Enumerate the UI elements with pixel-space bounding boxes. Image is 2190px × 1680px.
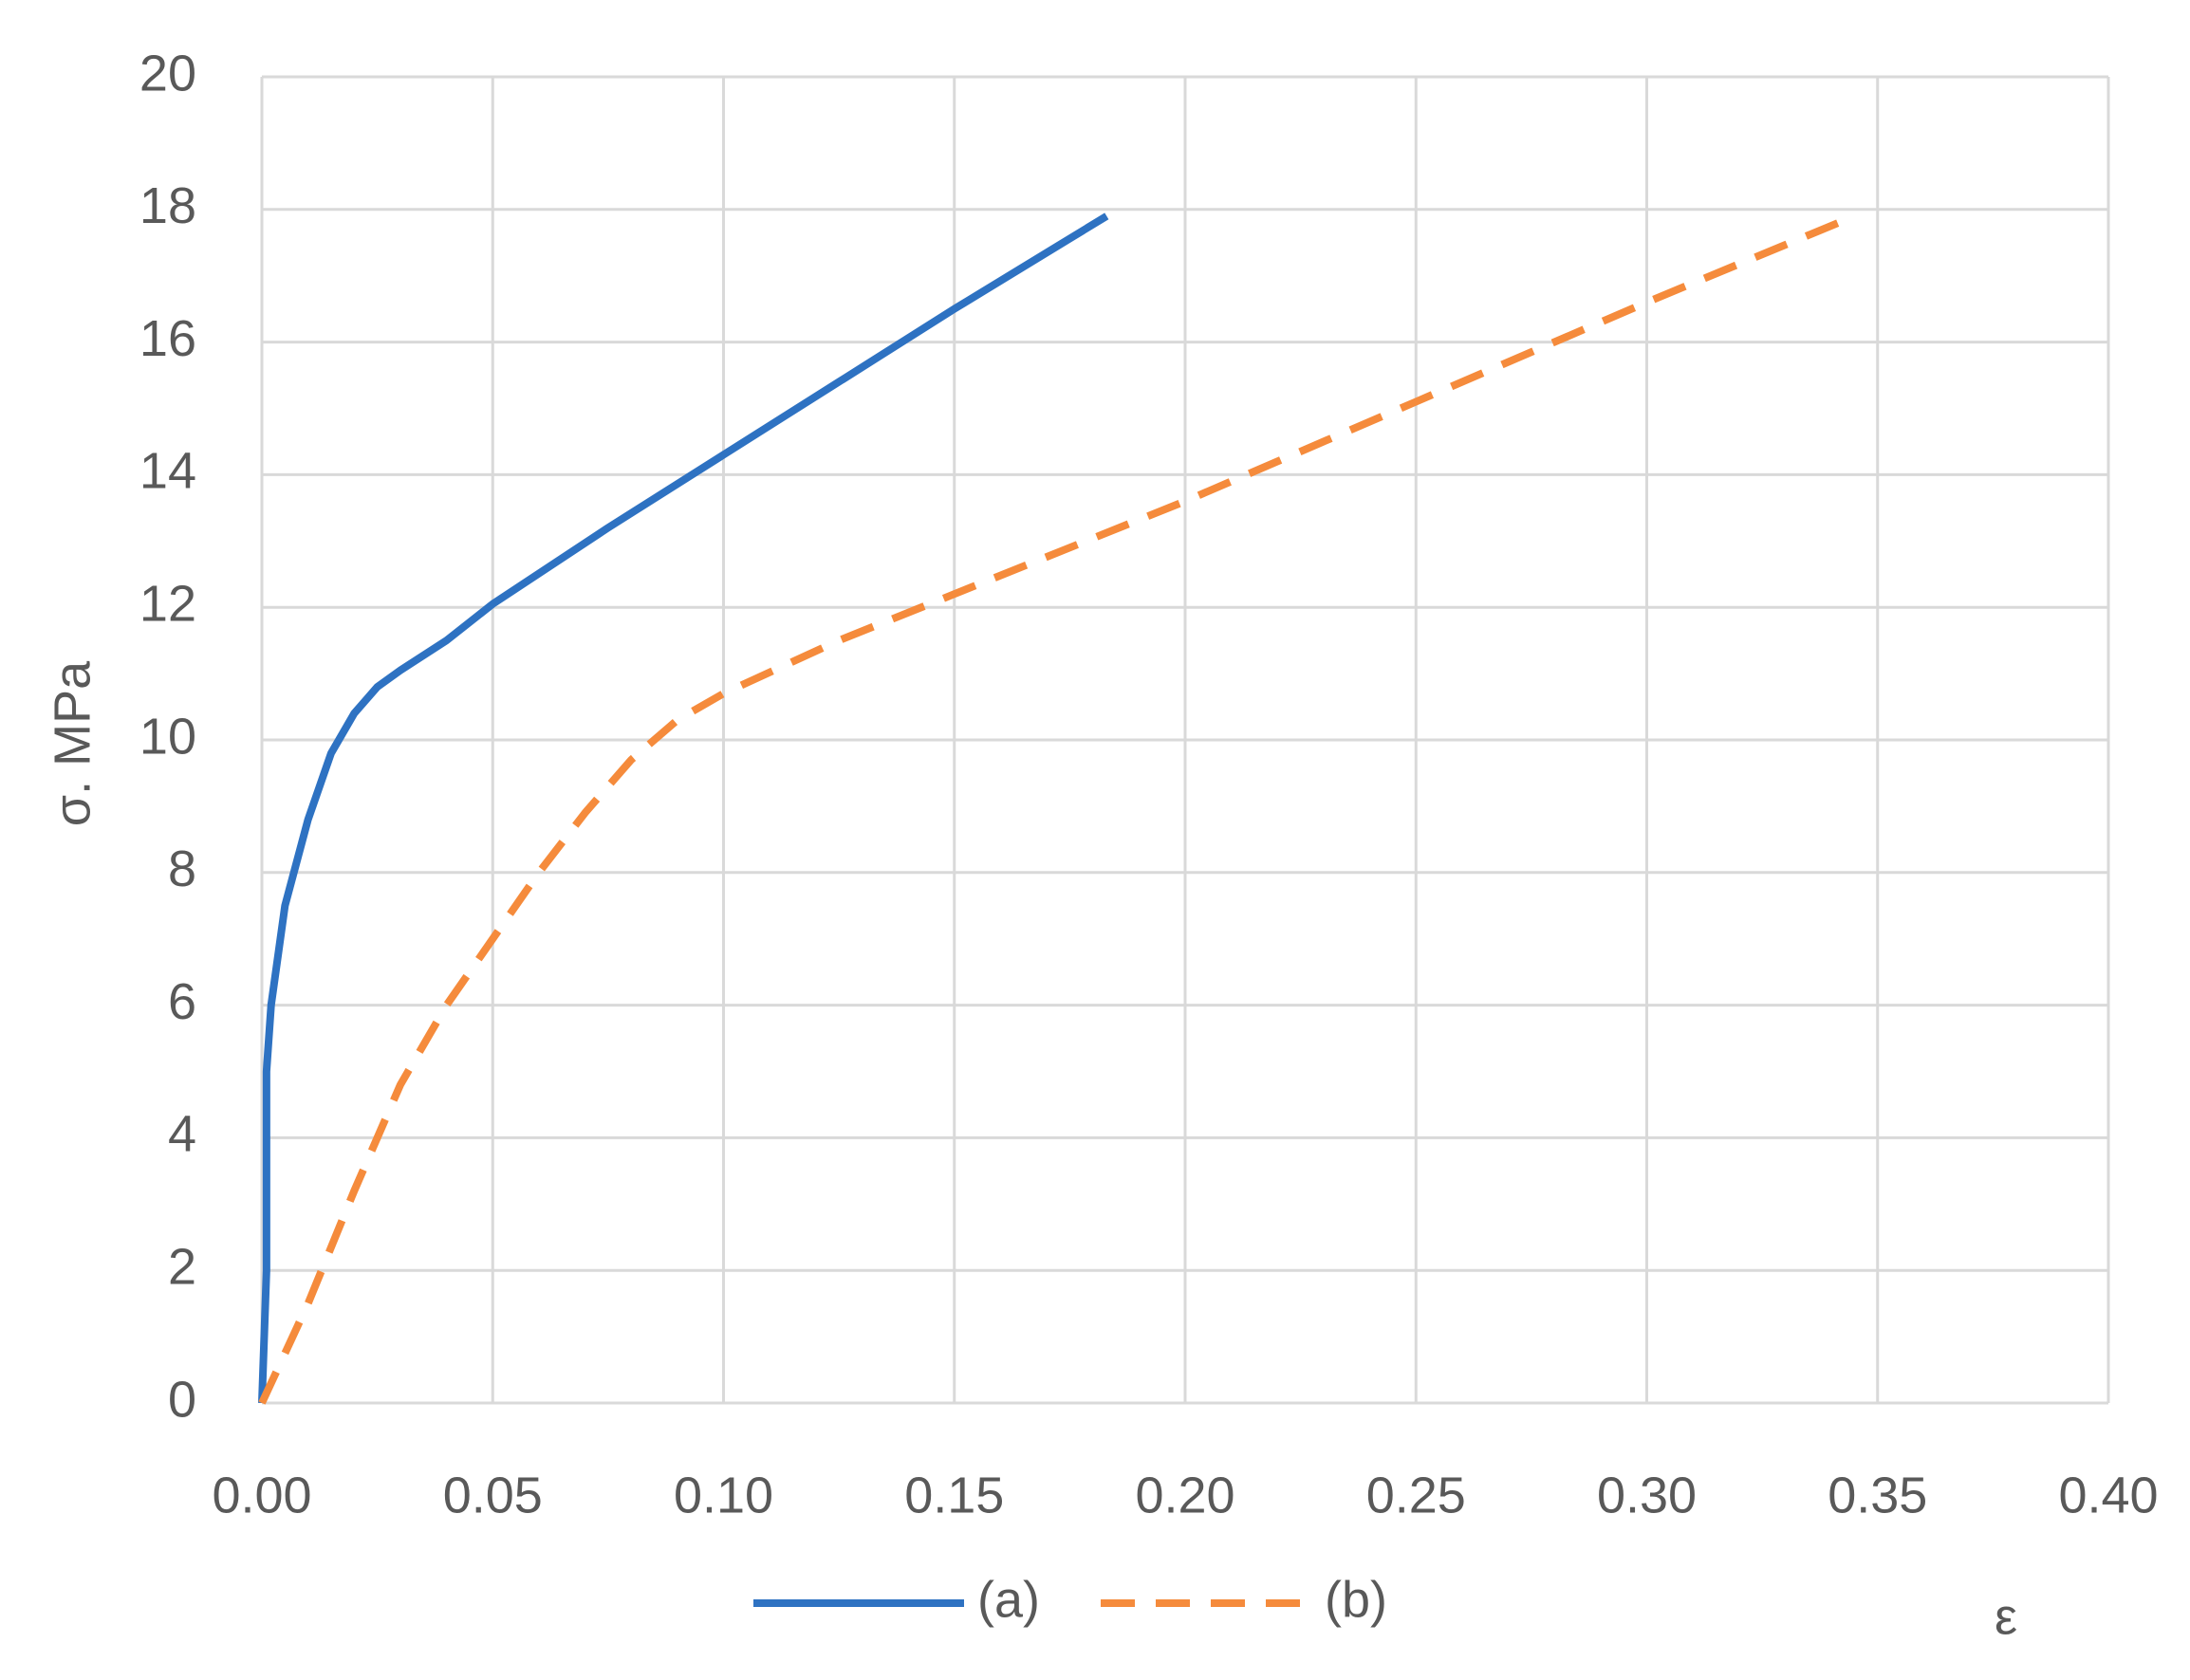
y-tick-label: 18 [139,177,196,234]
x-tick-label: 0.00 [212,1467,311,1523]
x-axis-label: ε [1995,1588,2017,1645]
y-tick-label: 20 [139,45,196,102]
y-axis-label: σ. MPa [44,660,101,826]
y-tick-label: 2 [168,1238,196,1295]
x-tick-label: 0.05 [443,1467,543,1523]
x-tick-label: 0.10 [674,1467,773,1523]
series-line [258,212,1856,1405]
x-tick-label: 0.35 [1828,1467,1927,1523]
x-tick-label: 0.20 [1135,1467,1234,1523]
y-tick-label: 16 [139,310,196,367]
x-tick-label: 0.25 [1366,1467,1466,1523]
y-tick-label: 0 [168,1371,196,1428]
x-tick-label: 0.30 [1597,1467,1697,1523]
x-tick-label: 0.15 [904,1467,1004,1523]
y-tick-label: 8 [168,840,196,897]
y-tick-label: 14 [139,443,196,500]
x-tick-label: 0.40 [2058,1467,2158,1523]
series-line [258,212,1109,1404]
y-tick-label: 10 [139,708,196,765]
y-tick-label: 4 [168,1106,196,1163]
y-tick-label: 6 [168,973,196,1030]
y-tick-label: 12 [139,575,196,632]
legend-label: (a) [977,1571,1040,1628]
legend-label: (b) [1325,1571,1387,1628]
